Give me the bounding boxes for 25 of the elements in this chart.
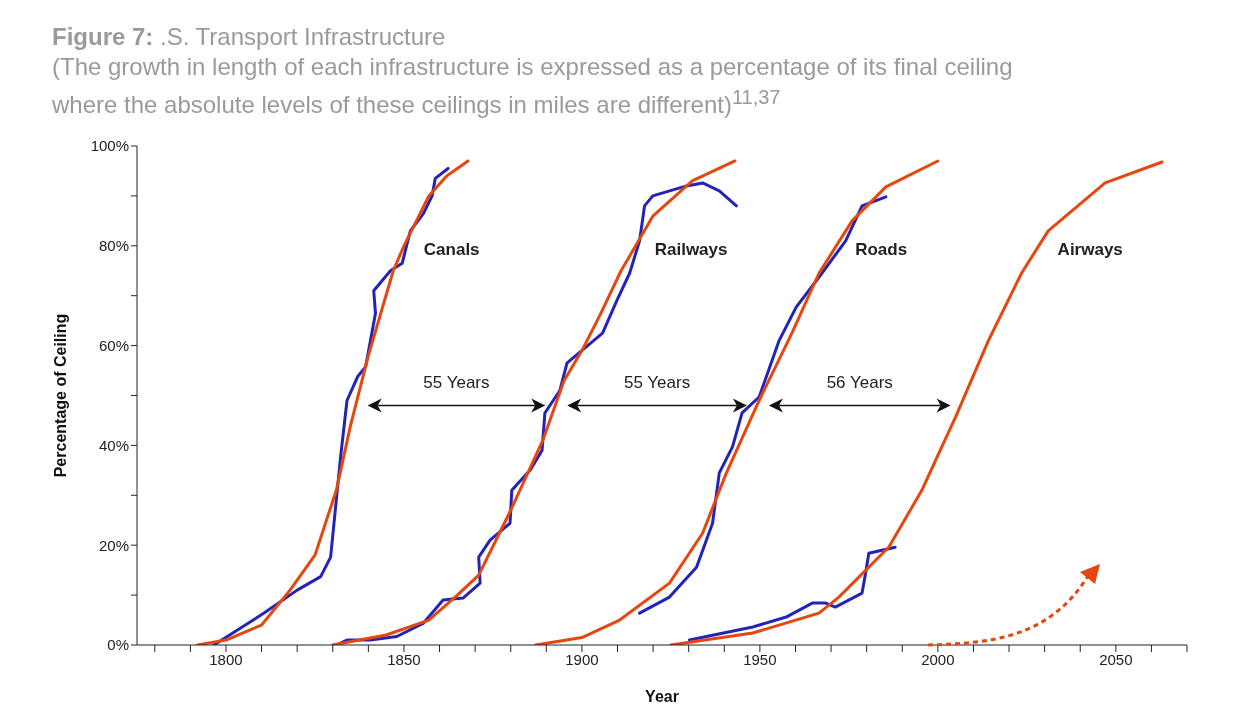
y-tick-label: 80% <box>98 237 129 255</box>
x-tick-label: 1850 <box>387 650 421 668</box>
annotation: Roads <box>855 240 908 260</box>
y-tick-label: 40% <box>98 436 129 454</box>
y-tick-label: 100% <box>90 137 129 155</box>
annotation: Canals <box>423 240 480 260</box>
line-series <box>534 159 940 645</box>
chart-title: Figure 7: .S. Transport Infrastructure <box>52 23 446 50</box>
x-tick-label: 2050 <box>1099 650 1133 668</box>
y-tick-label: 0% <box>107 636 129 654</box>
x-tick-label: 1950 <box>743 650 777 668</box>
annotation: 56 Years <box>826 372 893 392</box>
y-tick-label: 60% <box>98 336 129 354</box>
line-series <box>687 545 897 642</box>
x-tick-label: 2000 <box>921 650 955 668</box>
chart-subtitle: (The growth in length of each infrastructure is expressed as a percentage of its final ceiling where the absolute levels of these ceilings in miles are different)$^{11,37}$ <box>52 53 1013 118</box>
x-axis-title: Year <box>645 688 679 705</box>
annotation: Railways <box>654 240 728 260</box>
annotation: 55 Years <box>423 372 490 392</box>
y-axis-title: Percentage of Ceiling <box>51 313 69 478</box>
y-tick-label: 20% <box>98 536 129 554</box>
annotation: Airways <box>1057 240 1123 260</box>
x-tick-label: 1800 <box>209 650 243 668</box>
x-tick-label: 1900 <box>565 650 599 668</box>
annotation: 55 Years <box>623 372 691 392</box>
